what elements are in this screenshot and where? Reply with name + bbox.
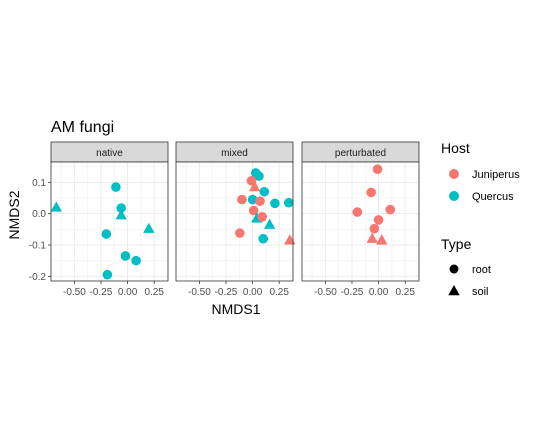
data-point-root — [374, 215, 384, 225]
data-point-root — [235, 228, 245, 238]
facet-panel-mixed: mixed -0.50 -0.25 0.00 0.25 — [176, 142, 296, 298]
legend-host-label: Juniperus — [472, 169, 520, 181]
x-tick-label: 0.00 — [243, 287, 263, 298]
y-tick-label: 0.0 — [32, 209, 46, 220]
x-axis-title: NMDS1 — [211, 301, 260, 317]
data-point-root — [259, 187, 269, 197]
facet-strip-label: native — [96, 148, 123, 159]
x-tick-label: 0.25 — [395, 287, 415, 298]
x-tick-label: -0.50 — [314, 287, 337, 298]
x-tick-label: -0.50 — [63, 287, 86, 298]
data-point-root — [102, 229, 112, 239]
legend-type-key — [450, 265, 459, 274]
panel-background — [176, 162, 293, 281]
legend-type-label: root — [472, 264, 491, 276]
data-point-root — [103, 270, 113, 280]
legend-host-key — [449, 191, 459, 201]
data-point-root — [270, 199, 280, 209]
data-point-root — [284, 198, 294, 208]
facet-strip-label: perturbated — [335, 148, 386, 159]
x-tick-label: 0.25 — [269, 287, 289, 298]
data-point-root — [385, 205, 395, 215]
x-tick-label: -0.25 — [215, 287, 238, 298]
facet-panel-perturbated: perturbated -0.50 -0.25 0.00 0.25 — [302, 142, 419, 298]
legend-host-label: Quercus — [472, 191, 514, 203]
x-tick-label: 0.00 — [118, 287, 138, 298]
legend-host-key — [449, 169, 459, 179]
y-tick-label: -0.1 — [29, 240, 47, 251]
data-point-root — [131, 256, 141, 266]
data-point-root — [366, 188, 376, 198]
x-tick-label: -0.50 — [188, 287, 211, 298]
data-point-root — [353, 207, 363, 217]
data-point-root — [237, 195, 247, 205]
data-point-root — [257, 212, 267, 222]
facet-strip-label: mixed — [221, 148, 248, 159]
chart-title: AM fungi — [51, 119, 114, 136]
data-point-root — [373, 164, 383, 174]
legend-host-title: Host — [441, 140, 470, 156]
legend-type-label: soil — [472, 286, 489, 298]
facet-panel-native: native -0.50 -0.25 0.00 0.25 — [51, 142, 168, 298]
y-tick-label: 0.1 — [32, 178, 46, 189]
legend-type-title: Type — [441, 236, 472, 252]
x-tick-label: 0.25 — [144, 287, 164, 298]
data-point-root — [121, 251, 131, 261]
x-tick-label: -0.25 — [90, 287, 113, 298]
data-point-root — [255, 196, 265, 206]
x-tick-label: -0.25 — [341, 287, 364, 298]
panel-background — [302, 162, 419, 281]
facets-layer: native -0.50 -0.25 0.00 0.25 mixed -0.50 -0.25 0… — [51, 142, 419, 298]
data-point-root — [258, 234, 268, 244]
y-tick-label: -0.2 — [29, 272, 47, 283]
data-point-root — [111, 182, 121, 192]
panel-background — [51, 162, 168, 281]
x-tick-label: 0.00 — [369, 287, 389, 298]
y-axis-title: NMDS2 — [6, 190, 22, 239]
data-point-root — [370, 224, 380, 234]
